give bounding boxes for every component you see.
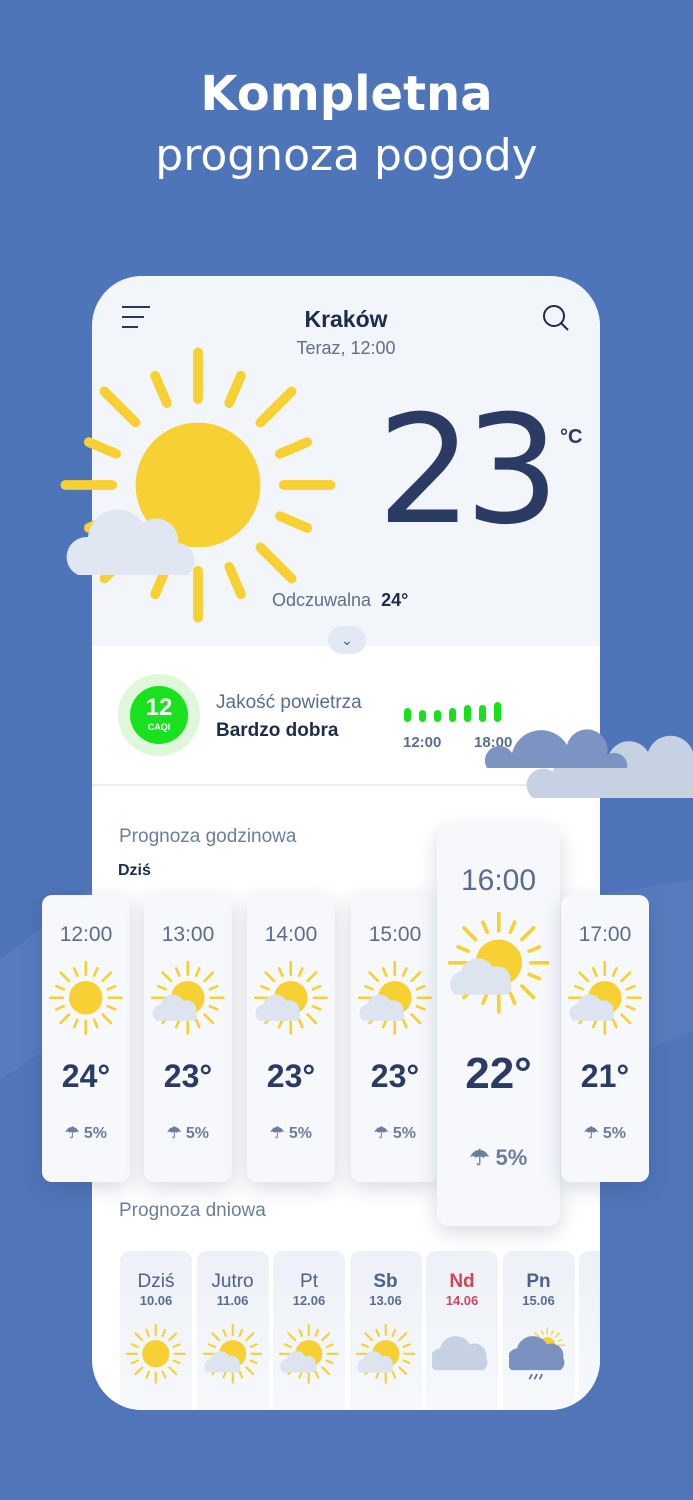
rain-value: 5% bbox=[495, 1144, 528, 1170]
daily-card[interactable]: Pn 15.06 bbox=[502, 1251, 575, 1410]
caqi-value: 12 bbox=[145, 694, 173, 721]
feels-like: Odczuwalna 24° bbox=[272, 590, 408, 611]
hourly-card[interactable]: 14:00 23° ☂ 5% bbox=[247, 895, 335, 1182]
air-quality-row[interactable]: 12 CAQI Jakość powietrza Bardzo dobra 12:… bbox=[92, 646, 600, 786]
temperature-unit: °C bbox=[560, 426, 583, 448]
hour-temp: 22° bbox=[465, 1048, 532, 1098]
day-name: Sb bbox=[373, 1271, 398, 1292]
rain-chance: ☂ 5% bbox=[351, 1123, 439, 1143]
hour-temp: 23° bbox=[370, 1057, 420, 1094]
hourly-day: Dziś bbox=[118, 862, 151, 879]
umbrella-icon: ☂ bbox=[374, 1124, 393, 1142]
hour-temp: 21° bbox=[580, 1057, 630, 1094]
menu-icon[interactable] bbox=[122, 306, 150, 336]
umbrella-icon: ☂ bbox=[469, 1144, 496, 1170]
umbrella-icon: ☂ bbox=[167, 1124, 186, 1142]
day-date: 12.06 bbox=[292, 1293, 326, 1308]
sun-icon bbox=[126, 1323, 186, 1384]
city-name: Kraków bbox=[304, 306, 388, 332]
rain-chance: ☂ 5% bbox=[42, 1123, 130, 1143]
hourly-title: Prognoza godzinowa bbox=[119, 826, 297, 847]
rain-chance: ☂ 5% bbox=[144, 1123, 232, 1143]
hour: 17:00 bbox=[578, 923, 632, 946]
hour: 14:00 bbox=[264, 923, 318, 946]
sun-icon bbox=[48, 960, 124, 1035]
promo-subtitle: prognoza pogody bbox=[155, 130, 538, 181]
current-time: Teraz, 12:00 bbox=[296, 338, 396, 358]
rain-value: 5% bbox=[83, 1124, 107, 1142]
rain-icon bbox=[506, 1327, 565, 1380]
hour-temp: 24° bbox=[61, 1057, 111, 1094]
day-date: 13.06 bbox=[369, 1293, 402, 1308]
air-quality-bar bbox=[494, 702, 501, 722]
air-quality-bar bbox=[464, 704, 471, 722]
sun-cloud-icon bbox=[253, 960, 329, 1035]
rain-value: 5% bbox=[185, 1124, 209, 1142]
sun-cloud-icon bbox=[447, 911, 550, 1014]
air-quality-bars bbox=[404, 702, 501, 722]
daily-card[interactable]: Sb 13.06 bbox=[349, 1251, 422, 1410]
hour-temp: 23° bbox=[266, 1057, 316, 1094]
daily-card[interactable]: Pt 12.06 bbox=[273, 1251, 345, 1410]
air-quality-bar bbox=[419, 710, 426, 722]
caqi-badge: 12 CAQI bbox=[118, 674, 200, 756]
umbrella-icon: ☂ bbox=[65, 1124, 84, 1142]
air-quality-bar bbox=[404, 707, 411, 722]
hour: 12:00 bbox=[59, 923, 113, 946]
sun-cloud-icon bbox=[202, 1323, 263, 1384]
daily-card[interactable]: Nd 14.06 bbox=[426, 1251, 498, 1410]
hour-temp: 23° bbox=[163, 1057, 213, 1094]
hourly-card[interactable]: 12:00 24° ☂ 5% bbox=[42, 895, 130, 1182]
umbrella-icon: ☂ bbox=[584, 1124, 603, 1142]
daily-card[interactable]: Dziś 10.06 bbox=[120, 1251, 192, 1410]
day-date: 14.06 bbox=[445, 1293, 479, 1308]
current-temperature: 23 bbox=[377, 384, 560, 558]
daily-card[interactable]: Jutro 11.06 bbox=[196, 1251, 269, 1410]
expand-chevron-icon[interactable]: ⌄ bbox=[328, 626, 366, 654]
promo-title: Kompletna bbox=[200, 66, 493, 122]
sun-cloud-icon bbox=[357, 960, 433, 1035]
rain-chance: ☂ 5% bbox=[247, 1123, 335, 1143]
hour: 13:00 bbox=[161, 923, 215, 946]
sun-cloud-icon bbox=[58, 345, 340, 627]
search-icon[interactable] bbox=[542, 304, 570, 332]
umbrella-icon: ☂ bbox=[270, 1124, 289, 1142]
day-name: Nd bbox=[449, 1271, 475, 1292]
air-quality-bar bbox=[479, 704, 486, 722]
air-quality-bar bbox=[434, 710, 441, 722]
hour: 16:00 bbox=[460, 864, 537, 897]
hour: 15:00 bbox=[368, 923, 422, 946]
daily-card-partial[interactable] bbox=[579, 1251, 600, 1410]
rain-value: 5% bbox=[288, 1124, 312, 1142]
air-quality-status: Bardzo dobra bbox=[216, 720, 339, 741]
hourly-card[interactable]: 16:00 22° ☂ 5% bbox=[437, 826, 560, 1226]
sun-cloud-icon bbox=[279, 1323, 339, 1384]
day-name: Pn bbox=[526, 1271, 551, 1292]
rain-value: 5% bbox=[392, 1124, 416, 1142]
rain-chance: ☂ 5% bbox=[437, 1145, 560, 1171]
day-name: Jutro bbox=[211, 1271, 254, 1292]
feels-like-value: 24° bbox=[381, 590, 409, 610]
day-date: 11.06 bbox=[216, 1293, 249, 1308]
caqi-label: CAQI bbox=[147, 722, 171, 732]
rain-chance: ☂ 5% bbox=[561, 1123, 649, 1143]
air-quality-title: Jakość powietrza bbox=[216, 692, 362, 713]
sun-cloud-icon bbox=[150, 960, 226, 1035]
hourly-card[interactable]: 17:00 21° ☂ 5% bbox=[561, 895, 649, 1182]
day-name: Pt bbox=[300, 1271, 318, 1292]
rain-value: 5% bbox=[602, 1124, 626, 1142]
cloud-icon bbox=[430, 1336, 488, 1371]
air-label-start: 12:00 bbox=[403, 734, 442, 751]
day-date: 10.06 bbox=[139, 1293, 173, 1308]
day-date: 15.06 bbox=[522, 1293, 555, 1308]
hourly-card[interactable]: 15:00 23° ☂ 5% bbox=[351, 895, 439, 1182]
decorative-clouds bbox=[485, 729, 693, 798]
hourly-card[interactable]: 13:00 23° ☂ 5% bbox=[144, 895, 232, 1182]
daily-title: Prognoza dniowa bbox=[119, 1200, 266, 1221]
sun-cloud-icon bbox=[567, 960, 643, 1035]
feels-like-label: Odczuwalna bbox=[272, 590, 372, 610]
sun-cloud-icon bbox=[355, 1323, 416, 1384]
day-name: Dziś bbox=[137, 1271, 175, 1292]
air-quality-bar bbox=[449, 707, 456, 722]
